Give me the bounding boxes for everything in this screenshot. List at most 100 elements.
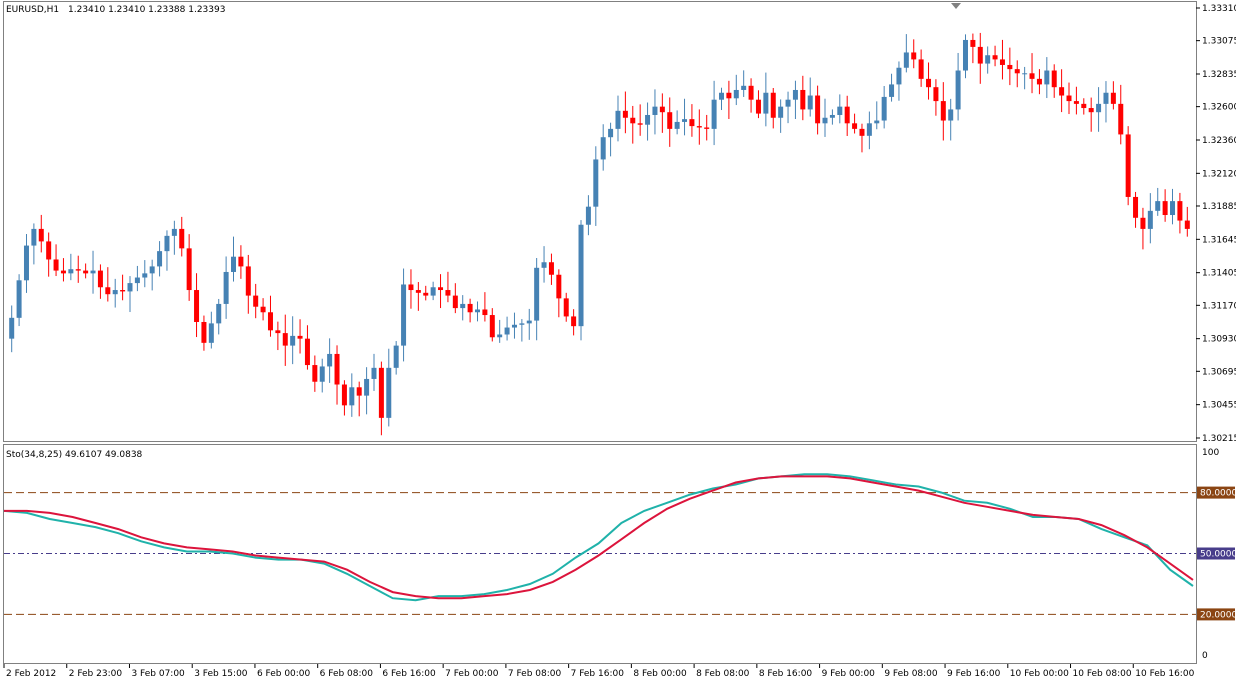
stochastic-main-line: [3, 473, 1194, 602]
candle-bear: [704, 127, 710, 129]
candle-bull: [896, 67, 902, 85]
candle-bull: [526, 320, 532, 324]
indicator-axis: 100 0 80.0000 50.0000 20.0000: [1197, 448, 1236, 661]
candle-bear: [467, 303, 473, 313]
candle-bear: [415, 290, 421, 293]
candle-bear: [977, 46, 983, 64]
candle-bear: [689, 119, 695, 127]
candle-bear: [1110, 92, 1116, 104]
candle-bull: [16, 280, 22, 318]
time-tick-label: 7 Feb 08:00: [508, 669, 562, 679]
candle-bear: [105, 287, 111, 295]
candle-bull: [216, 303, 222, 324]
candle-bull: [829, 114, 835, 118]
candle-bear: [556, 274, 562, 299]
candle-bull: [837, 106, 843, 115]
candle-bull: [985, 55, 991, 64]
candle-bull: [9, 317, 15, 339]
time-tick-label: 2 Feb 2012: [6, 669, 56, 679]
candle-bull: [615, 110, 621, 129]
candle-bear: [297, 335, 303, 339]
candle-bear: [452, 295, 458, 309]
candle-bear: [1162, 201, 1168, 216]
price-tick-label: 1.30455: [1202, 401, 1236, 411]
candle-bear: [844, 106, 850, 124]
candle-bull: [585, 206, 591, 225]
candle-bull: [652, 106, 658, 115]
candle-bull: [785, 99, 791, 107]
price-tick-label: 1.30695: [1202, 367, 1236, 377]
candle-bull: [1044, 70, 1050, 85]
price-tick-label: 1.31645: [1202, 235, 1236, 245]
candle-bear: [1036, 78, 1042, 85]
candle-bull: [948, 109, 954, 121]
candle-bear: [999, 59, 1005, 65]
ohlc-label: 1.23410 1.23410 1.23388 1.23393: [68, 5, 225, 15]
chart-shift-marker-icon[interactable]: [951, 3, 961, 9]
candle-bull: [164, 235, 170, 252]
candle-bull: [1147, 210, 1153, 229]
candle-bull: [208, 323, 214, 343]
candle-bull: [231, 256, 237, 272]
price-tick-label: 1.33075: [1202, 37, 1236, 47]
candle-bear: [60, 270, 66, 274]
time-tick-label: 10 Feb 16:00: [1135, 669, 1194, 679]
price-tick-label: 1.33310: [1202, 4, 1236, 14]
candle-bear: [933, 87, 939, 102]
candle-bull: [290, 335, 296, 346]
candle-bull: [889, 84, 895, 97]
price-tick-label: 1.32600: [1202, 103, 1236, 113]
candle-bull: [881, 96, 887, 121]
candle-bear: [46, 241, 52, 260]
price-tick-label: 1.32835: [1202, 70, 1236, 80]
candle-bull: [534, 267, 540, 321]
candle-bear: [97, 270, 103, 288]
stochastic-lines: [3, 473, 1196, 615]
candle-bull: [541, 262, 547, 268]
candle-bull: [319, 366, 325, 382]
candle-bull: [578, 224, 584, 327]
candle-bull: [393, 345, 399, 368]
price-tick-label: 1.32120: [1202, 169, 1236, 179]
candle-bull: [955, 70, 961, 110]
candle-bull: [903, 52, 909, 68]
candle-bear: [408, 284, 414, 291]
candle-bear: [186, 248, 192, 291]
candle-bull: [349, 387, 355, 406]
candle-bear: [659, 106, 665, 113]
candle-bear: [726, 92, 732, 99]
candle-bear: [563, 298, 569, 317]
candle-bear: [489, 315, 495, 338]
candle-bear: [800, 89, 806, 110]
candle-bear: [940, 101, 946, 121]
candle-bear: [201, 321, 207, 343]
time-tick-label: 2 Feb 23:00: [69, 669, 123, 679]
time-tick-label: 6 Feb 08:00: [320, 669, 374, 679]
candle-bull: [645, 114, 651, 125]
candle-bull: [593, 159, 599, 207]
time-tick-label: 8 Feb 00:00: [633, 669, 687, 679]
candle-bull: [460, 303, 466, 309]
candle-bull: [763, 92, 769, 114]
candle-bear: [696, 126, 702, 128]
candle-bull: [475, 309, 481, 313]
candle-bull: [711, 99, 717, 129]
candle-bear: [1133, 196, 1139, 218]
candle-bear: [378, 367, 384, 418]
candle-bear: [245, 266, 251, 296]
candle-bear: [637, 123, 643, 125]
candle-bear: [1125, 134, 1131, 197]
candle-bull: [327, 353, 333, 367]
candle-bull: [31, 228, 37, 246]
candle-bear: [1118, 103, 1124, 135]
candle-bear: [253, 295, 259, 307]
candle-bear: [571, 316, 577, 327]
time-tick-label: 8 Feb 08:00: [696, 669, 750, 679]
candle-bull: [127, 283, 133, 292]
candle-bear: [667, 112, 673, 129]
price-tick-label: 1.31885: [1202, 202, 1236, 212]
level-badge: [1197, 608, 1235, 621]
candle-bear: [1073, 101, 1079, 104]
